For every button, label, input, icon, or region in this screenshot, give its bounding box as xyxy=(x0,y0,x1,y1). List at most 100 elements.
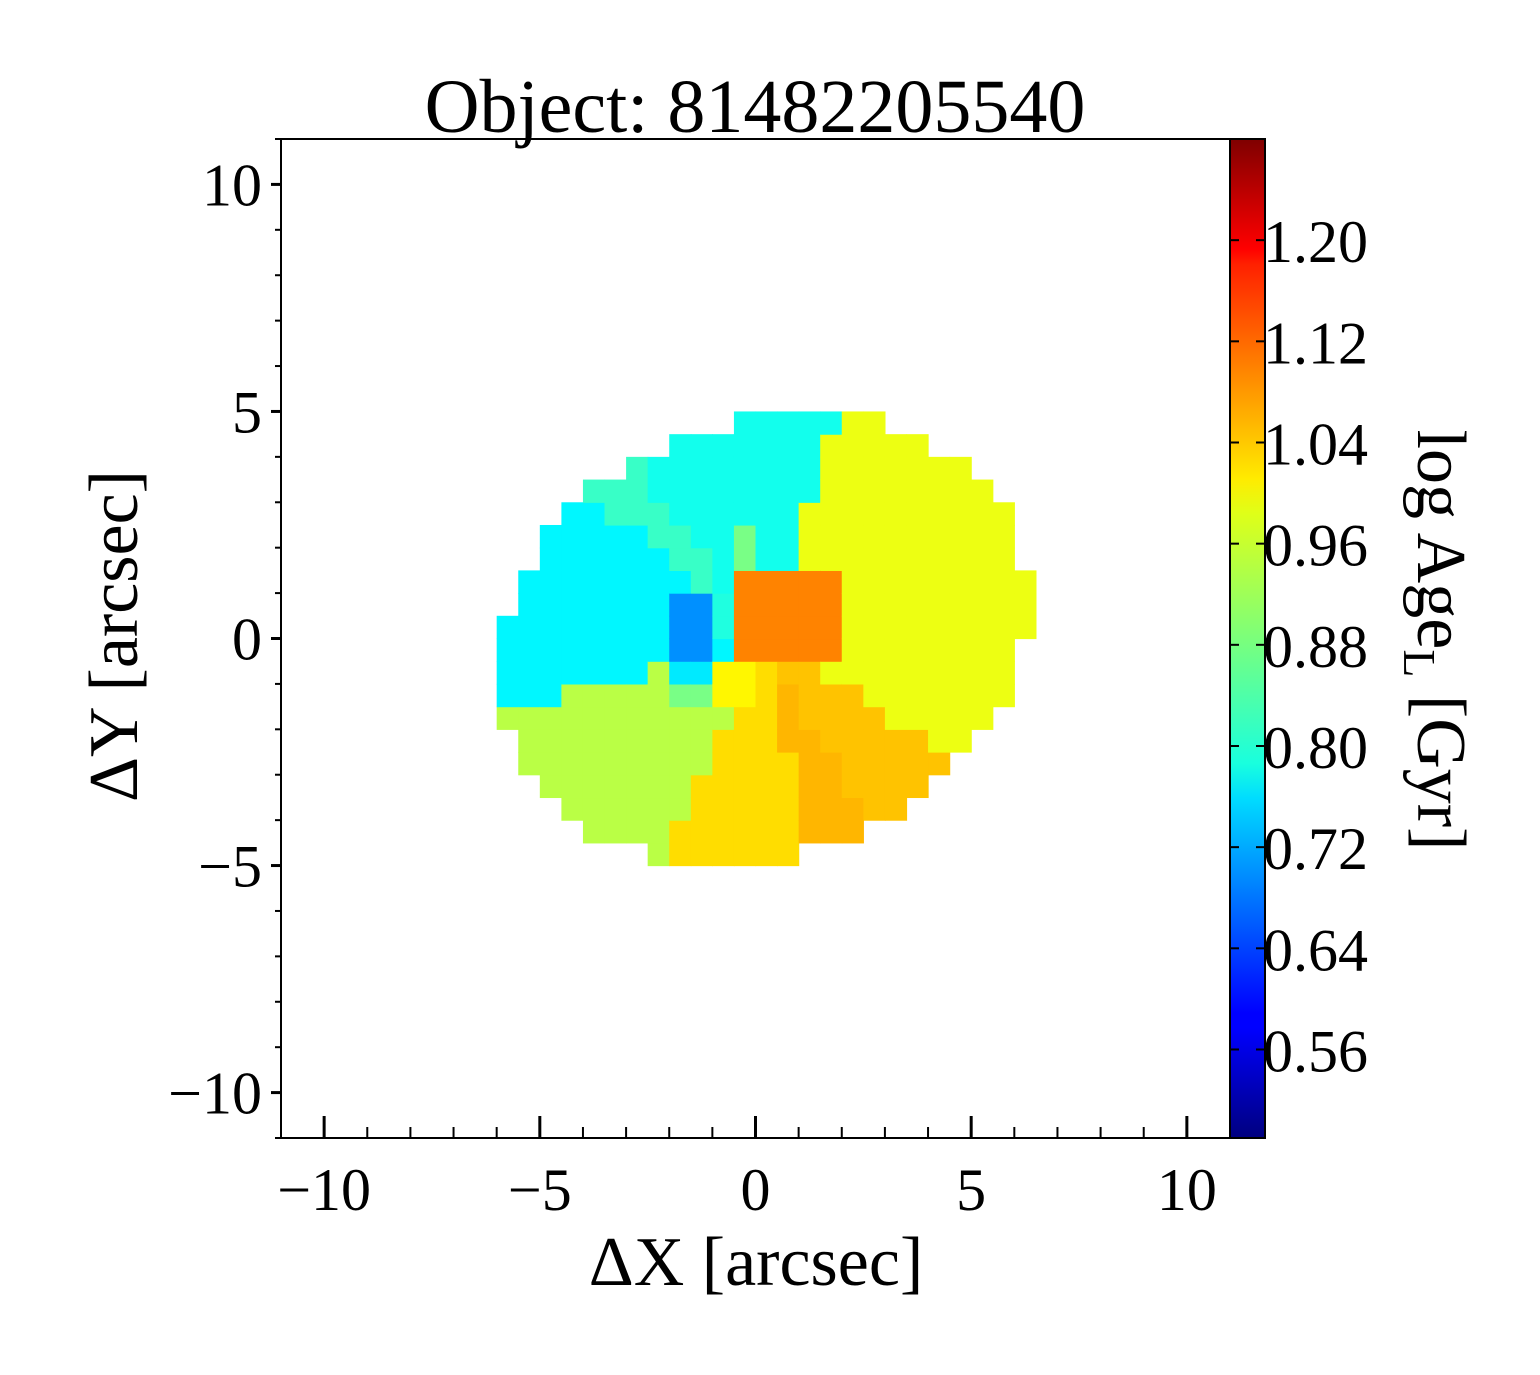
map-pixel xyxy=(669,842,692,867)
map-pixel xyxy=(841,615,864,640)
map-pixel xyxy=(669,638,692,662)
map-pixel xyxy=(496,706,519,730)
map-pixel xyxy=(971,502,994,526)
map-pixel xyxy=(992,524,1015,549)
map-pixel xyxy=(647,797,670,821)
map-pixel xyxy=(798,820,821,844)
map-pixel xyxy=(561,797,584,821)
map-pixel xyxy=(604,593,627,617)
map-pixel xyxy=(863,774,886,799)
map-pixel xyxy=(626,570,649,594)
map-pixel xyxy=(647,593,670,617)
map-pixel xyxy=(755,706,778,730)
map-pixel xyxy=(669,479,692,503)
map-pixel xyxy=(669,547,692,571)
map-pixel xyxy=(604,524,627,549)
map-pixel xyxy=(777,411,800,435)
map-pixel xyxy=(582,820,606,844)
map-pixel xyxy=(798,615,821,640)
map-pixel xyxy=(690,774,713,799)
map-pixel xyxy=(604,638,627,662)
map-pixel xyxy=(561,683,584,708)
map-pixel xyxy=(647,570,670,594)
map-pixel xyxy=(669,729,692,753)
map-pixel xyxy=(733,547,757,571)
map-pixel xyxy=(798,752,821,776)
map-pixel xyxy=(755,683,778,708)
map-pixel xyxy=(906,729,929,753)
map-pixel xyxy=(777,752,800,776)
map-pixel xyxy=(841,593,864,617)
map-pixel xyxy=(690,706,713,730)
map-pixel xyxy=(841,524,864,549)
map-pixel xyxy=(755,661,778,685)
map-pixel xyxy=(647,729,670,753)
map-pixel xyxy=(604,774,627,799)
map-pixel xyxy=(539,752,562,776)
map-pixel xyxy=(906,683,929,708)
map-pixel xyxy=(733,524,757,549)
map-pixel xyxy=(971,683,994,708)
map-pixel xyxy=(884,524,908,549)
map-pixel xyxy=(561,638,584,662)
map-pixel xyxy=(841,547,864,571)
map-pixel xyxy=(992,502,1015,526)
map-pixel xyxy=(496,615,519,640)
map-pixel xyxy=(690,615,713,640)
map-pixel xyxy=(733,774,757,799)
map-pixel xyxy=(582,683,606,708)
colorbar-tick-label: 0.80 xyxy=(1263,715,1368,781)
age-map xyxy=(496,411,1037,867)
map-pixel xyxy=(777,797,800,821)
map-pixel xyxy=(604,729,627,753)
x-axis-label: ΔX [arcsec] xyxy=(589,1224,924,1301)
map-pixel xyxy=(712,456,735,481)
map-pixel xyxy=(561,524,584,549)
map-pixel xyxy=(798,683,821,708)
map-pixel xyxy=(798,774,821,799)
map-pixel xyxy=(733,820,757,844)
map-pixel xyxy=(647,502,670,526)
map-pixel xyxy=(949,615,972,640)
map-pixel xyxy=(733,615,757,640)
map-pixel xyxy=(928,661,951,685)
map-pixel xyxy=(777,615,800,640)
map-pixel xyxy=(712,774,735,799)
map-pixel xyxy=(884,593,908,617)
map-pixel xyxy=(647,661,670,685)
map-pixel xyxy=(841,411,864,435)
map-pixel xyxy=(884,615,908,640)
map-pixel xyxy=(820,411,843,435)
map-pixel xyxy=(647,638,670,662)
map-pixel xyxy=(841,434,864,458)
map-pixel xyxy=(820,434,843,458)
map-pixel xyxy=(820,820,843,844)
map-pixel xyxy=(820,774,843,799)
map-pixel xyxy=(755,456,778,481)
map-pixel xyxy=(647,547,670,571)
map-pixel xyxy=(863,570,886,594)
map-pixel xyxy=(582,615,606,640)
map-pixel xyxy=(626,729,649,753)
map-pixel xyxy=(604,661,627,685)
map-pixel xyxy=(561,593,584,617)
map-pixel xyxy=(928,615,951,640)
map-pixel xyxy=(820,502,843,526)
map-pixel xyxy=(798,547,821,571)
map-pixel xyxy=(669,456,692,481)
colorbar-label-main: log Age xyxy=(1402,430,1479,650)
map-pixel xyxy=(841,774,864,799)
map-pixel xyxy=(949,638,972,662)
map-pixel xyxy=(906,706,929,730)
map-pixel xyxy=(906,456,929,481)
colorbar-label: log AgeL [Gyr] xyxy=(1394,430,1479,851)
colorbar-tick-label: 1.20 xyxy=(1263,209,1368,275)
map-pixel xyxy=(906,524,929,549)
map-pixel xyxy=(733,729,757,753)
map-pixel xyxy=(582,524,606,549)
map-pixel xyxy=(777,547,800,571)
x-tick-label: 5 xyxy=(956,1157,986,1223)
map-pixel xyxy=(712,683,735,708)
map-pixel xyxy=(604,683,627,708)
x-tick-label: −10 xyxy=(277,1157,371,1223)
